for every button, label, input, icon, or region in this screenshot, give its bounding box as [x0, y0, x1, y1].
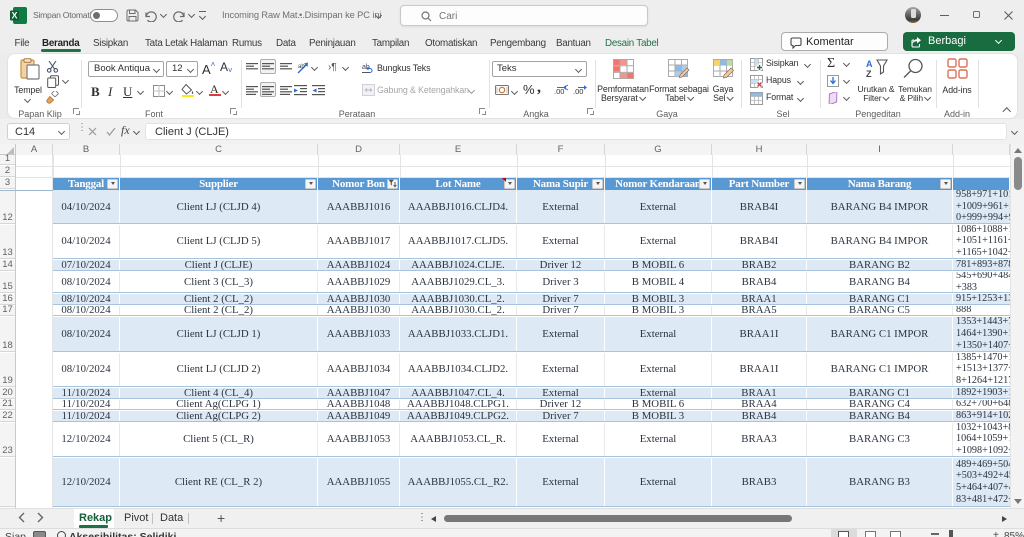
svg-text:.00: .00 — [554, 87, 564, 96]
svg-text:Z: Z — [866, 69, 872, 78]
svg-text:ab: ab — [362, 64, 370, 71]
svg-text:A: A — [866, 59, 873, 69]
svg-text:ab: ab — [298, 64, 305, 70]
svg-text:.00: .00 — [573, 87, 583, 96]
svg-text:X: X — [11, 11, 17, 21]
